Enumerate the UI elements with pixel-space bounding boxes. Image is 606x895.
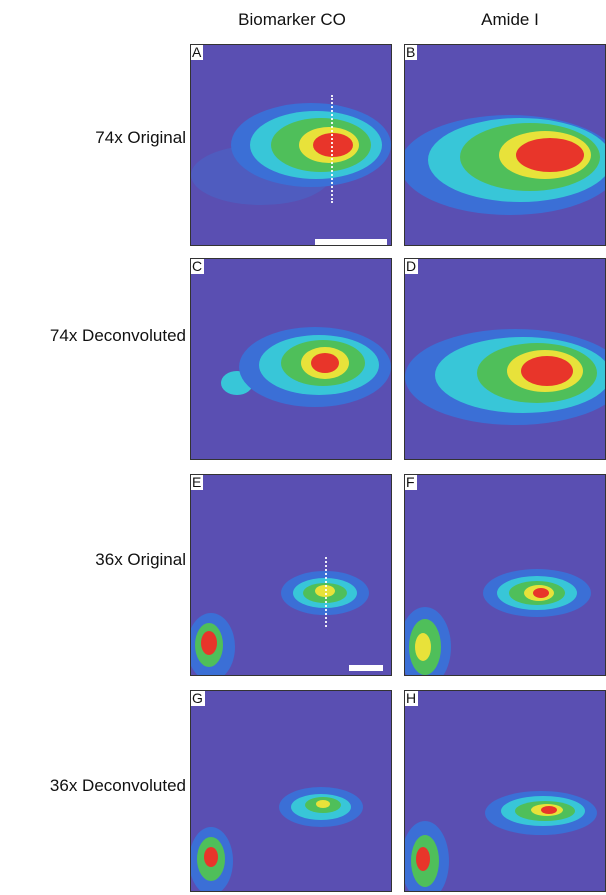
panel-label-f: F [405,474,417,490]
panel-f-heatmap: F [404,474,606,676]
panel-h-heatmap: H [404,690,606,892]
row-label-36x-deconvoluted: 36x Deconvoluted [49,776,186,795]
column-header-amide-i: Amide I [481,10,539,29]
scale-bar [349,665,383,671]
row-label-74x-deconvoluted: 74x Deconvoluted [49,326,186,345]
panel-label-e: E [191,474,204,490]
panel-label-d: D [405,258,419,274]
panel-label-h: H [405,690,419,706]
panel-label-b: B [405,44,418,60]
column-header-biomarker-co: Biomarker CO [238,10,346,29]
panel-g-heatmap: G [190,690,392,892]
panel-label-c: C [191,258,205,274]
scale-bar [315,239,387,245]
panel-e-heatmap: E [190,474,392,676]
row-label-36x-original: 36x Original [95,550,186,569]
profile-line [325,557,327,627]
panel-a-heatmap: A [190,44,392,246]
row-label-74x-original: 74x Original [95,128,186,147]
panel-c-heatmap: C [190,258,392,460]
panel-label-a: A [191,44,204,60]
panel-b-heatmap: B [404,44,606,246]
profile-line [331,95,333,203]
panel-d-heatmap: D [404,258,606,460]
panel-label-g: G [191,690,205,706]
